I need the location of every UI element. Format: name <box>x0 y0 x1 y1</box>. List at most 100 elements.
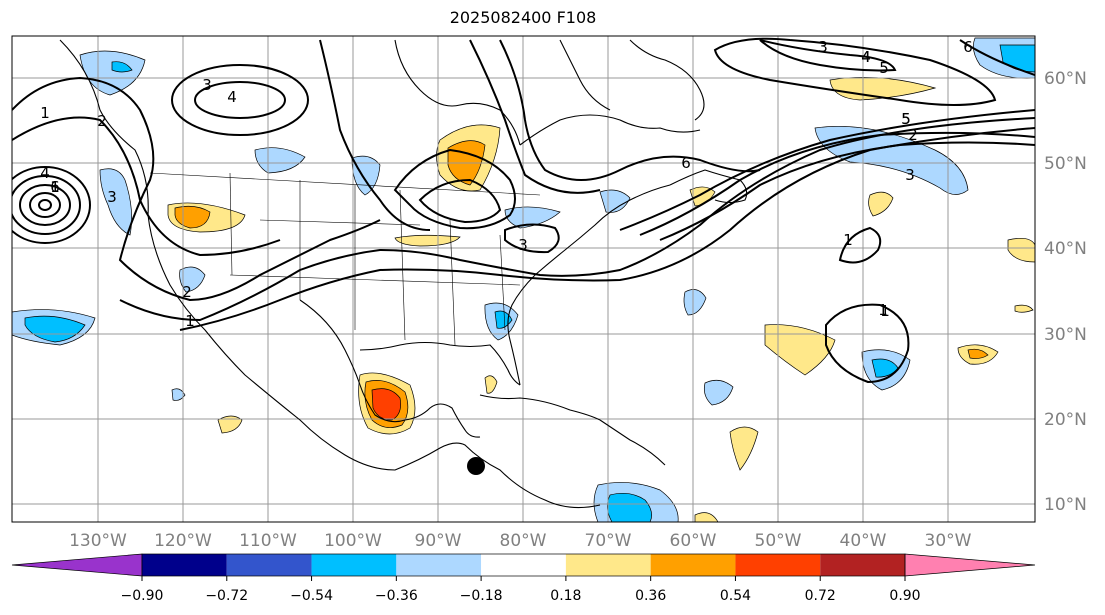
anomaly-fill <box>729 426 759 471</box>
anomaly-fill <box>1007 238 1035 263</box>
contour-line <box>619 109 1035 231</box>
colorbar-segment <box>226 554 312 576</box>
contour-line <box>12 116 281 257</box>
anomaly-fill <box>79 50 146 96</box>
contour-line <box>713 37 997 106</box>
contour-line <box>12 175 81 235</box>
contour-line <box>29 192 61 218</box>
anomaly-fill <box>764 324 836 376</box>
anomaly-fill <box>111 61 133 73</box>
colorbar-segment <box>650 554 736 576</box>
contour-label: 4 <box>861 48 871 66</box>
latitude-label: 10°N <box>1044 495 1087 515</box>
contour-line <box>194 81 286 119</box>
contour-line <box>418 178 502 224</box>
contour-line <box>759 39 897 72</box>
longitude-label: 90°W <box>415 531 462 551</box>
colorbar-segment <box>396 554 482 576</box>
colorbar-label: −0.36 <box>375 588 418 604</box>
contour-line <box>119 117 1035 322</box>
state-borders <box>149 172 541 346</box>
anomaly-fill <box>174 205 211 229</box>
contour-label: 1 <box>50 178 60 196</box>
longitude-label: 100°W <box>324 531 382 551</box>
colorbar-label: 0.18 <box>550 588 581 604</box>
contour-label: 2 <box>908 126 918 144</box>
latitude-label: 40°N <box>1044 239 1087 259</box>
anomaly-fill <box>683 289 707 316</box>
map-title: 2025082400 F108 <box>449 8 597 27</box>
longitude-label: 130°W <box>69 531 127 551</box>
contour-line <box>171 64 309 136</box>
contour-label: 4 <box>40 164 50 182</box>
contour-label: 6 <box>50 178 60 196</box>
latitude-label: 50°N <box>1044 154 1087 174</box>
longitude-labels: 130°W 120°W 110°W 100°W 90°W 80°W 70°W 60°W 50°W… <box>69 531 972 551</box>
colorbar-segment <box>11 553 143 577</box>
colorbar-segment <box>565 554 651 576</box>
anomaly-fill <box>217 415 243 434</box>
longitude-label: 50°W <box>755 531 802 551</box>
colorbar-label: 0.90 <box>889 588 920 604</box>
longitude-label: 60°W <box>670 531 717 551</box>
contour-line <box>12 166 91 244</box>
longitude-label: 40°W <box>840 531 887 551</box>
anomaly-fill <box>484 375 498 394</box>
contour-label: 4 <box>227 88 237 106</box>
colorbar-segment <box>904 553 1036 577</box>
colorbar-label: −0.72 <box>205 588 248 604</box>
latitude-label: 20°N <box>1044 410 1087 430</box>
contour-label: 3 <box>905 166 915 184</box>
contour-label: 3 <box>518 236 528 254</box>
contour-label: 1 <box>185 312 195 330</box>
contour-label: 2 <box>97 112 107 130</box>
contour-label: 6 <box>681 154 691 172</box>
anomaly-fill <box>814 126 969 195</box>
colorbar-label: 0.36 <box>635 588 666 604</box>
contour-line <box>639 131 1035 236</box>
storm-center-marker <box>467 457 485 475</box>
anomaly-fill <box>504 206 561 229</box>
contour-label: 5 <box>879 59 889 77</box>
contour-label: 3 <box>818 38 828 56</box>
contour-line <box>19 184 71 226</box>
contour-label: 4 <box>861 48 871 66</box>
contour-label: 1 <box>843 231 853 249</box>
colorbar-segment <box>735 554 821 576</box>
contour-label: 5 <box>901 110 911 128</box>
coastlines <box>59 39 748 509</box>
latitude-labels: 60°N 50°N 40°N 30°N 20°N 10°N <box>1044 69 1087 515</box>
colorbar-label: 0.72 <box>805 588 836 604</box>
colorbar-segment <box>481 554 566 576</box>
anomaly-fill <box>394 234 461 247</box>
contour-line <box>469 39 601 194</box>
contour-label: 3 <box>202 76 212 94</box>
anomaly-fill <box>703 379 734 406</box>
contour-line <box>12 76 381 302</box>
contour-line <box>504 223 560 254</box>
contour-label: 6 <box>963 38 973 56</box>
anomaly-fill <box>171 388 186 401</box>
longitude-label: 30°W <box>925 531 972 551</box>
longitude-label: 80°W <box>500 531 547 551</box>
colorbar-segment <box>311 554 397 576</box>
contour-line <box>959 39 1035 76</box>
contour-line <box>838 226 882 264</box>
height-contours <box>12 37 1035 384</box>
anomaly-fill <box>868 191 894 217</box>
contour-line <box>38 199 52 211</box>
contour-label: 3 <box>107 188 117 206</box>
graticule <box>12 36 1035 522</box>
anomaly-fill <box>371 388 401 421</box>
anomaly-fill <box>1014 304 1034 313</box>
contour-line <box>499 39 761 181</box>
anomaly-fill <box>254 147 306 174</box>
colorbar-outline <box>141 553 906 577</box>
anomaly-fill <box>694 512 719 522</box>
longitude-label: 120°W <box>154 531 212 551</box>
colorbar-segment <box>820 554 905 576</box>
anomaly-fill <box>967 348 989 359</box>
contour-line <box>393 148 516 230</box>
